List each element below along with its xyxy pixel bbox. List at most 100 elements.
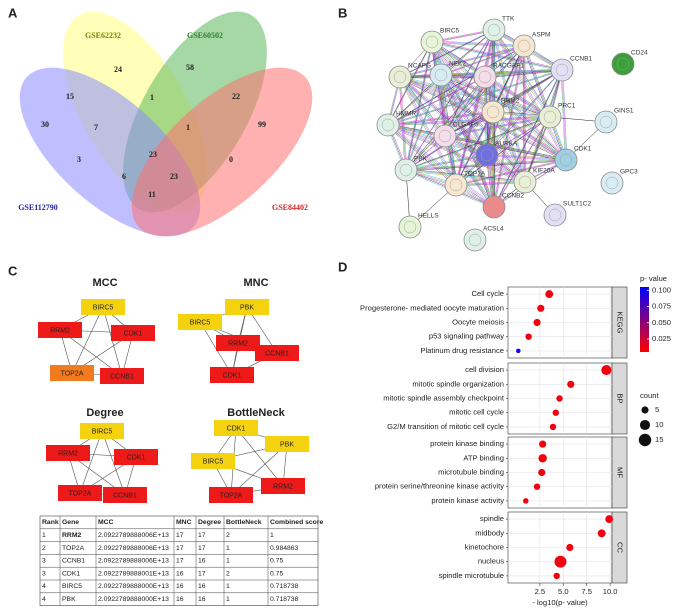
network-node-label: KIF20A xyxy=(533,168,555,175)
network-edge xyxy=(386,77,485,127)
term-label: Platinum drug resistance xyxy=(420,346,504,355)
network-node-label: TOP2A xyxy=(464,171,486,178)
hub-node-label: RRM2 xyxy=(58,450,78,457)
hub-node xyxy=(255,345,299,361)
network-node-inner xyxy=(559,153,573,167)
venn-count: 11 xyxy=(148,190,156,199)
network-node-label: ASPM xyxy=(532,32,550,39)
table-cell: 3 xyxy=(42,570,46,577)
hub-node xyxy=(100,368,144,384)
network-edge xyxy=(440,74,551,118)
network-node-inner xyxy=(487,200,501,214)
network-edge xyxy=(399,76,494,113)
venn-count: 30 xyxy=(41,120,49,129)
hub-node xyxy=(80,423,124,439)
network-edge xyxy=(486,154,567,161)
network-edge xyxy=(388,123,526,182)
hub-node xyxy=(225,299,269,315)
network-node-label: CDK1 xyxy=(574,146,592,153)
network-node-inner xyxy=(434,68,448,82)
network-edge xyxy=(406,168,526,182)
dot xyxy=(601,365,612,376)
venn-count: 24 xyxy=(114,65,122,74)
network-edge xyxy=(444,116,551,137)
network-edge xyxy=(445,68,564,136)
network-node-label: RRM2 xyxy=(501,98,520,105)
venn-set-label: GSE60502 xyxy=(187,31,223,40)
table-header: BottleNeck xyxy=(226,519,262,526)
venn-count: 99 xyxy=(258,120,266,129)
hub-node-label: CDK1 xyxy=(124,330,143,337)
network-node-label: GINS1 xyxy=(614,108,634,115)
hub-node-label: BIRC5 xyxy=(93,304,114,311)
x-axis-title: - log10(p- value) xyxy=(532,598,588,607)
hub-network-title: MNC xyxy=(243,277,268,289)
network-node-inner xyxy=(487,23,501,37)
hub-node xyxy=(261,478,305,494)
facet-strip-label: MF xyxy=(616,467,625,478)
network-node-inner xyxy=(517,39,531,53)
network-node-inner xyxy=(543,110,557,124)
venn-count: 23 xyxy=(170,172,178,181)
dot xyxy=(533,318,541,327)
network-edge xyxy=(494,115,552,207)
venn-set-area xyxy=(131,67,313,237)
network-edge xyxy=(405,169,526,183)
hub-edge xyxy=(71,306,104,374)
network-edge xyxy=(439,75,494,208)
venn-count: 22 xyxy=(232,92,240,101)
network-node xyxy=(433,124,457,148)
panel-letter: D xyxy=(338,259,347,274)
term-label: protein kinase activity xyxy=(431,496,504,505)
network-edge xyxy=(441,73,489,155)
network-node-inner xyxy=(548,208,562,222)
x-tick-label: 2.5 xyxy=(535,587,546,596)
venn-count: 58 xyxy=(186,63,194,72)
table-cell: 0.718738 xyxy=(270,583,299,590)
term-label: Oocyte meiosis xyxy=(452,318,504,327)
network-edge xyxy=(405,154,488,171)
term-label: mitotic cell cycle xyxy=(449,408,504,417)
term-label: protein serine/threonine kinase activity xyxy=(375,482,504,491)
venn-count: 0 xyxy=(229,155,233,164)
network-edge xyxy=(486,116,551,156)
dot xyxy=(545,290,554,299)
network-edge xyxy=(487,68,564,155)
network-edge xyxy=(491,112,566,162)
table-cell: 3 xyxy=(42,558,46,565)
network-node xyxy=(376,113,400,137)
network-node xyxy=(538,105,562,129)
hub-node-label: BIRC5 xyxy=(203,458,224,465)
network-edge xyxy=(387,125,525,184)
network-node xyxy=(594,110,618,134)
network-node-label: BIRC5 xyxy=(440,28,460,35)
network-edge xyxy=(388,110,494,125)
network-node-label: CD24 xyxy=(631,50,648,57)
network-edge xyxy=(444,135,495,208)
hub-node xyxy=(191,453,235,469)
dot xyxy=(566,543,574,552)
term-label: spindle xyxy=(480,514,504,523)
hub-node xyxy=(81,299,125,315)
dot xyxy=(525,333,532,340)
table-header: MNC xyxy=(176,519,192,526)
size-legend-dot xyxy=(639,419,651,431)
network-edge xyxy=(444,29,495,137)
network-edge xyxy=(444,135,567,161)
table-header: Degree xyxy=(198,519,221,526)
term-label: G2/M transition of mitotic cell cycle xyxy=(387,422,504,431)
hub-node-label: PBK xyxy=(240,304,254,311)
network-node-inner xyxy=(518,175,532,189)
dot xyxy=(597,529,606,538)
network-node xyxy=(388,65,412,89)
network-edge xyxy=(405,69,563,171)
network-edge xyxy=(388,75,487,125)
network-node xyxy=(550,58,574,82)
network-edge xyxy=(400,75,458,185)
hub-node xyxy=(50,365,94,381)
network-edge xyxy=(400,28,496,77)
hub-node-label: TOP2A xyxy=(61,370,84,377)
network-node-label: PBK xyxy=(414,156,428,163)
network-edge xyxy=(440,75,550,119)
